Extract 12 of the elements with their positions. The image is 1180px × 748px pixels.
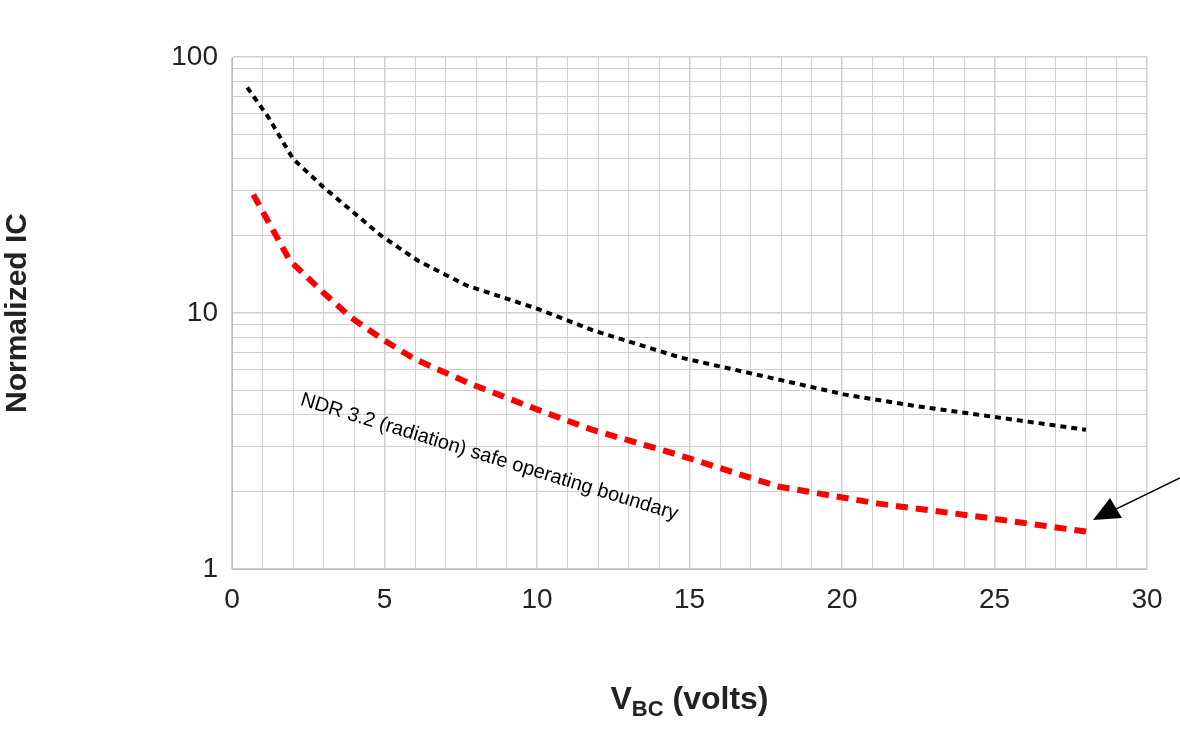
x-tick-label: 25 [978,582,1011,614]
x-tick-label: 15 [673,582,706,614]
x-tick-label: 20 [826,582,858,614]
x-axis-title: V$_{BC}$ (volts) [609,680,770,723]
y-axis-title: Normalized IC [0,212,33,414]
y-tick-label: 100 [171,39,218,71]
x-tick-label: 30 [1131,582,1163,614]
x-tick-label: 5 [376,582,393,614]
x-tick-label: 10 [521,582,553,614]
x-tick-label: 0 [224,582,240,614]
y-tick-label: 1 [202,551,218,583]
y-tick-label: 10 [186,295,218,327]
